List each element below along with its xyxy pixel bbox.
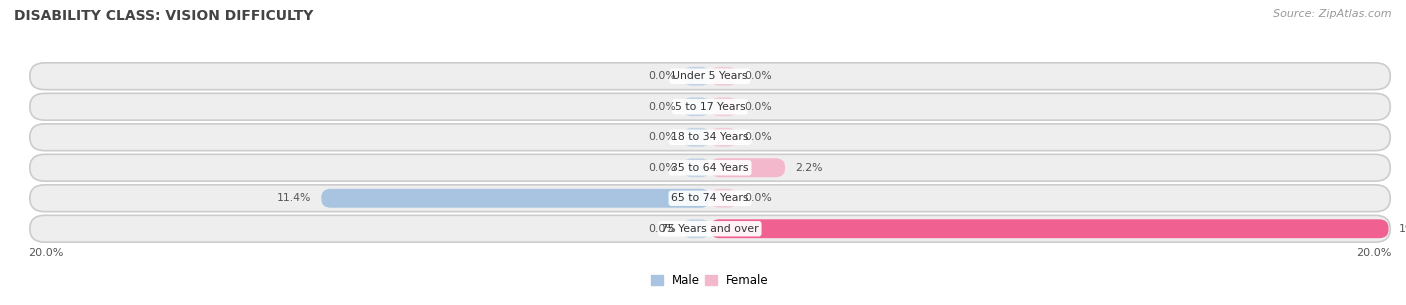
Text: 11.4%: 11.4% [277, 193, 311, 203]
Legend: Male, Female: Male, Female [651, 274, 769, 287]
Text: 18 to 34 Years: 18 to 34 Years [671, 132, 749, 142]
Text: 19.9%: 19.9% [1399, 224, 1406, 234]
FancyBboxPatch shape [30, 124, 1391, 151]
FancyBboxPatch shape [322, 189, 710, 208]
FancyBboxPatch shape [30, 93, 1391, 120]
Text: Under 5 Years: Under 5 Years [672, 71, 748, 81]
Text: 65 to 74 Years: 65 to 74 Years [671, 193, 749, 203]
Text: 35 to 64 Years: 35 to 64 Years [671, 163, 749, 173]
FancyBboxPatch shape [683, 219, 710, 238]
Text: 2.2%: 2.2% [796, 163, 823, 173]
FancyBboxPatch shape [30, 185, 1391, 212]
FancyBboxPatch shape [710, 67, 737, 86]
Text: 75 Years and over: 75 Years and over [661, 224, 759, 234]
FancyBboxPatch shape [30, 215, 1391, 242]
FancyBboxPatch shape [683, 67, 710, 86]
Text: DISABILITY CLASS: VISION DIFFICULTY: DISABILITY CLASS: VISION DIFFICULTY [14, 9, 314, 23]
Text: 20.0%: 20.0% [1357, 248, 1392, 258]
FancyBboxPatch shape [710, 158, 785, 177]
FancyBboxPatch shape [683, 158, 710, 177]
Text: 0.0%: 0.0% [648, 102, 676, 112]
Text: 0.0%: 0.0% [648, 224, 676, 234]
FancyBboxPatch shape [683, 97, 710, 116]
Text: 0.0%: 0.0% [744, 71, 772, 81]
FancyBboxPatch shape [710, 97, 737, 116]
Text: 0.0%: 0.0% [744, 193, 772, 203]
Text: 0.0%: 0.0% [744, 102, 772, 112]
FancyBboxPatch shape [30, 63, 1391, 90]
FancyBboxPatch shape [710, 128, 737, 147]
FancyBboxPatch shape [710, 189, 737, 208]
Text: 20.0%: 20.0% [28, 248, 63, 258]
Text: 0.0%: 0.0% [648, 71, 676, 81]
FancyBboxPatch shape [710, 219, 1389, 238]
Text: Source: ZipAtlas.com: Source: ZipAtlas.com [1274, 9, 1392, 19]
Text: 0.0%: 0.0% [648, 163, 676, 173]
FancyBboxPatch shape [683, 128, 710, 147]
FancyBboxPatch shape [30, 154, 1391, 181]
Text: 0.0%: 0.0% [744, 132, 772, 142]
Text: 0.0%: 0.0% [648, 132, 676, 142]
Text: 5 to 17 Years: 5 to 17 Years [675, 102, 745, 112]
